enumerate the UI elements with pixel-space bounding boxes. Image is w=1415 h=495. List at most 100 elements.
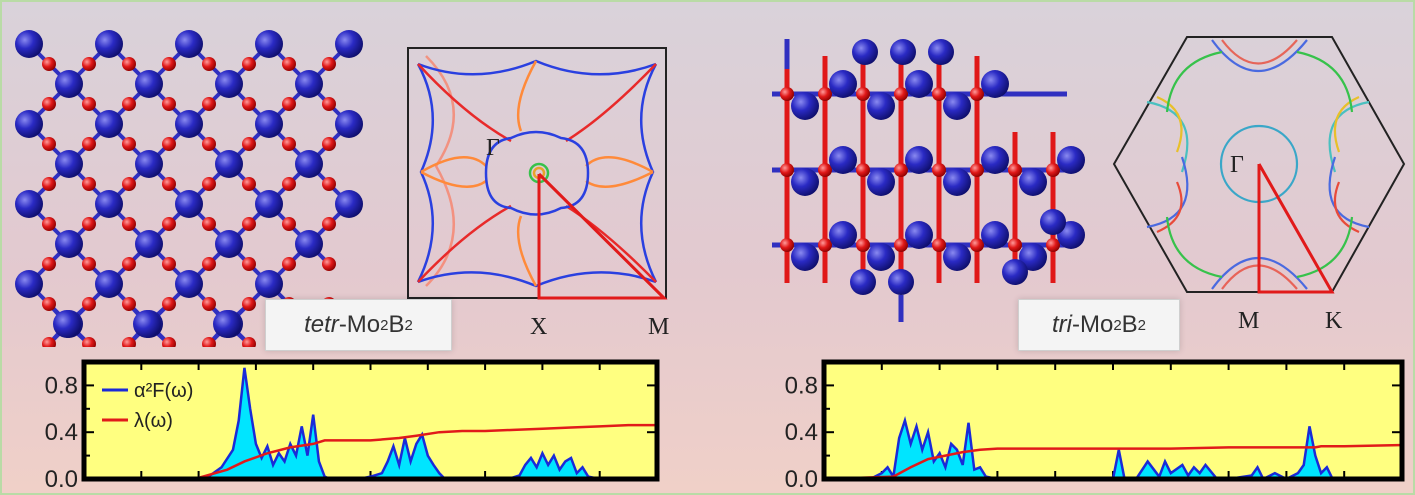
mo-atom (943, 243, 971, 271)
boron-atom (932, 163, 946, 177)
formula-subscript: 2 (1137, 316, 1147, 334)
mo-atom (175, 30, 203, 58)
boron-atom (82, 57, 96, 71)
phase-name: tri (1051, 311, 1072, 338)
boron-atom (202, 137, 216, 151)
boron-atom (42, 97, 56, 111)
boron-atom (242, 137, 256, 151)
boron-atom (894, 163, 908, 177)
mo-atom (1057, 146, 1085, 174)
boron-atom (856, 238, 870, 252)
y-tick-label: 0.8 (45, 372, 78, 399)
mo-atom (15, 110, 43, 138)
mo-atom (1019, 168, 1047, 196)
y-tick-label: 0.0 (45, 466, 78, 487)
mo-atom (255, 270, 283, 298)
mo-atom (55, 70, 83, 98)
tri-crystal-structure (772, 39, 1085, 322)
boron-atom (780, 163, 794, 177)
boron-atom (122, 217, 136, 231)
boron-atom (780, 87, 794, 101)
boron-atom (282, 217, 296, 231)
boron-atom (780, 238, 794, 252)
mo-atom (215, 70, 243, 98)
mo-atom (829, 146, 857, 174)
boron-atom (894, 238, 908, 252)
mo-atom (55, 150, 83, 178)
mo-atom (135, 150, 163, 178)
boron-atom (42, 297, 56, 311)
boron-atom (42, 177, 56, 191)
mo-atom (791, 168, 819, 196)
plot-area (84, 362, 657, 479)
mo-atom (295, 150, 323, 178)
formula-part: -Mo (338, 311, 381, 338)
boron-atom (970, 163, 984, 177)
mo-atom (95, 190, 123, 218)
boron-atom (42, 137, 56, 151)
boron-atom (202, 57, 216, 71)
mo-atom (15, 270, 43, 298)
mo-atom (95, 270, 123, 298)
boron-atom (202, 217, 216, 231)
boron-atom (322, 97, 336, 111)
tetr-crystal-structure (15, 30, 363, 347)
boron-atom (322, 177, 336, 191)
boron-atom (122, 57, 136, 71)
legend-label-a2f: α²F(ω) (134, 380, 193, 402)
boron-atom (322, 137, 336, 151)
mo-atom (905, 221, 933, 249)
boron-atom (162, 177, 176, 191)
mo-atom (95, 30, 123, 58)
boron-atom (856, 163, 870, 177)
mo-atom (850, 269, 876, 295)
mo-atom (175, 190, 203, 218)
mo-atom (255, 30, 283, 58)
boron-atom (122, 137, 136, 151)
boron-atom (42, 257, 56, 271)
boron-atom (42, 337, 56, 347)
mo-atom (255, 110, 283, 138)
boron-atom (1046, 238, 1060, 252)
a2f-area (824, 420, 1402, 479)
boron-atom (242, 297, 256, 311)
boron-atom (122, 297, 136, 311)
boron-atom (122, 337, 136, 347)
mo-atom (888, 269, 914, 295)
boron-atom (122, 177, 136, 191)
k-point-label: K (1325, 308, 1343, 334)
boron-atom (894, 87, 908, 101)
boron-atom (970, 87, 984, 101)
mo-atom (905, 70, 933, 98)
boron-atom (202, 97, 216, 111)
mo-atom (175, 270, 203, 298)
boron-atom (82, 137, 96, 151)
mo-atom (295, 230, 323, 258)
boron-atom (1046, 163, 1060, 177)
boron-atom (162, 257, 176, 271)
boron-atom (282, 97, 296, 111)
mo-atom (213, 310, 241, 338)
mo-atom (335, 110, 363, 138)
mo-atom (829, 70, 857, 98)
boron-atom (202, 177, 216, 191)
mo-atom (943, 92, 971, 120)
tetr-fermi-surface (407, 47, 668, 300)
boron-atom (162, 217, 176, 231)
boron-atom (970, 238, 984, 252)
m-point-label: M (1238, 308, 1260, 334)
mo-atom (1002, 259, 1028, 285)
x-point-label: X (530, 314, 548, 340)
mo-atom (53, 310, 81, 338)
y-tick-label: 0.8 (785, 372, 818, 399)
boron-atom (82, 217, 96, 231)
formula-part: B (388, 311, 405, 338)
mo-atom (981, 146, 1009, 174)
gamma-point-label: Γ (1230, 152, 1244, 178)
boron-atom (162, 337, 176, 347)
mo-atom (55, 230, 83, 258)
mo-atom (867, 92, 895, 120)
mo-atom (981, 221, 1009, 249)
plot-frame (821, 359, 1405, 482)
